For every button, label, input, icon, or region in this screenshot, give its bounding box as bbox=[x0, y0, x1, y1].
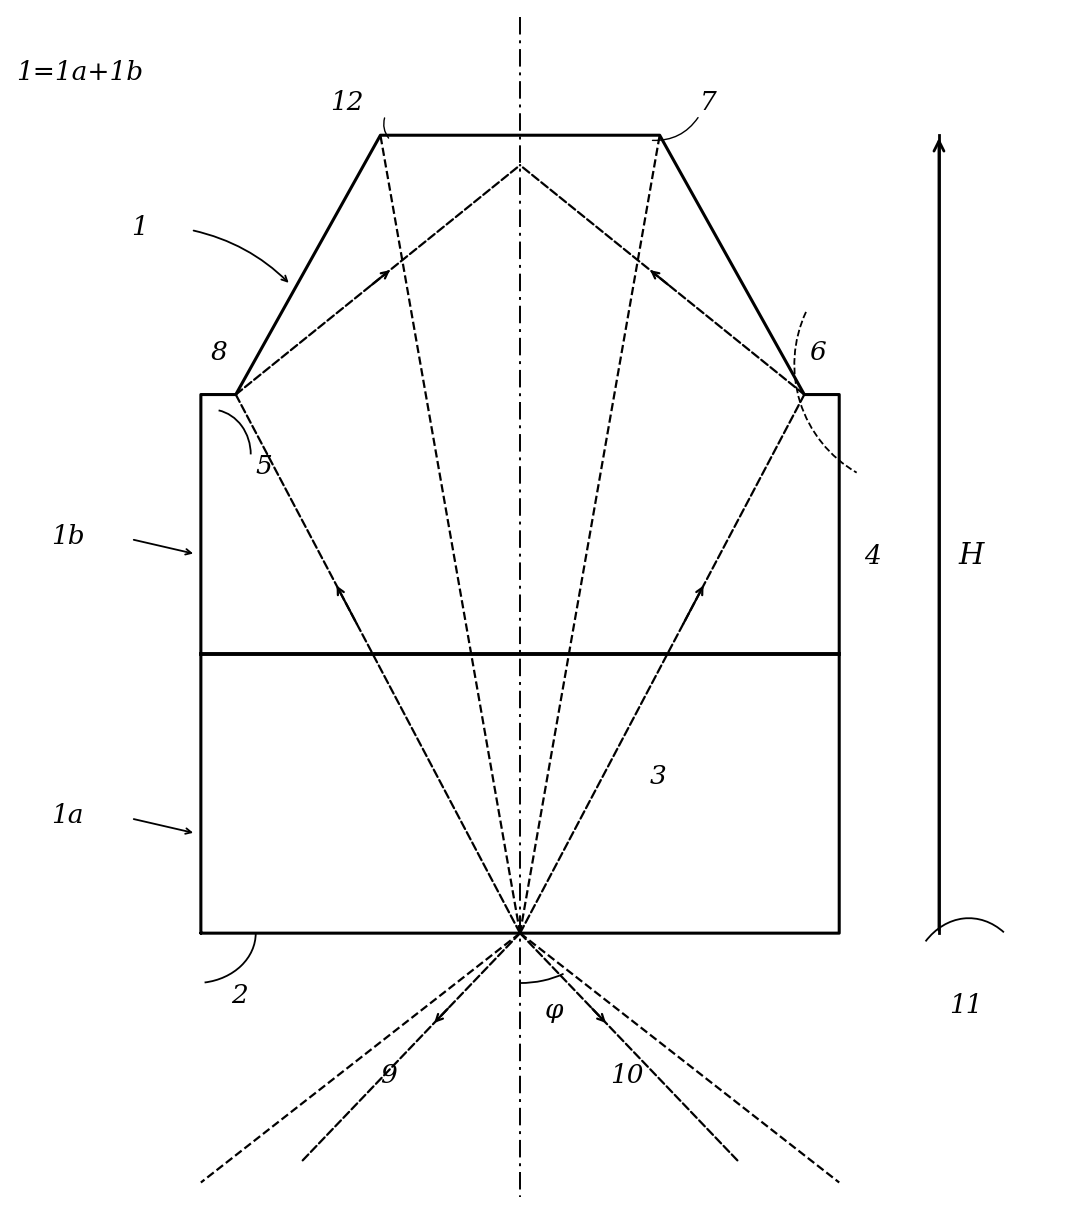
Text: 12: 12 bbox=[331, 90, 364, 115]
Text: 5: 5 bbox=[256, 454, 273, 480]
Text: 11: 11 bbox=[949, 993, 983, 1019]
Text: 4: 4 bbox=[865, 544, 881, 569]
Text: 1a: 1a bbox=[52, 804, 84, 828]
Text: 3: 3 bbox=[650, 764, 667, 789]
Text: H: H bbox=[959, 543, 984, 571]
Text: 1=1a+1b: 1=1a+1b bbox=[16, 61, 144, 85]
Text: 2: 2 bbox=[231, 983, 247, 1008]
Text: 9: 9 bbox=[380, 1062, 397, 1088]
Text: 8: 8 bbox=[211, 340, 228, 364]
Text: 1b: 1b bbox=[52, 524, 85, 549]
Text: 10: 10 bbox=[610, 1062, 643, 1088]
Text: φ: φ bbox=[545, 998, 564, 1023]
Text: 1: 1 bbox=[131, 215, 148, 240]
Text: 7: 7 bbox=[699, 90, 716, 115]
Text: 6: 6 bbox=[810, 340, 826, 364]
